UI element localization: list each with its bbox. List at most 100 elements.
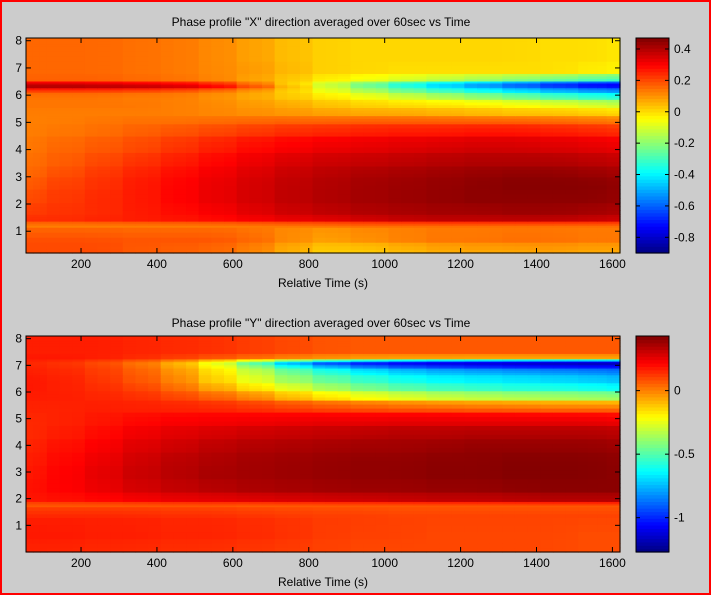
heatmap-cell xyxy=(287,483,301,489)
heatmap-cell xyxy=(160,56,174,62)
heatmap-cell xyxy=(299,46,314,52)
heatmap-cell xyxy=(477,531,491,540)
heatmap-cell xyxy=(299,127,314,133)
heatmap-cell xyxy=(325,169,339,174)
heatmap-cell xyxy=(489,245,503,250)
heatmap-cell xyxy=(84,487,99,493)
heatmap-cell xyxy=(540,487,554,493)
heatmap-cell xyxy=(46,503,61,506)
heatmap-cell xyxy=(439,447,453,453)
heatmap-cell xyxy=(72,227,86,233)
heatmap-cell xyxy=(287,547,301,553)
heatmap-cell xyxy=(489,141,503,148)
heatmap-cell xyxy=(32,94,41,98)
heatmap-cell xyxy=(110,503,124,506)
heatmap-cell xyxy=(597,101,608,106)
heatmap-cell xyxy=(224,123,238,129)
heatmap-cell xyxy=(299,86,314,89)
heatmap-cell xyxy=(59,206,73,211)
x-tick-label: 600 xyxy=(223,257,243,271)
heatmap-cell xyxy=(337,487,352,493)
heatmap-cell xyxy=(274,112,288,117)
heatmap-cell xyxy=(26,169,34,174)
heatmap-cell xyxy=(597,503,608,506)
heatmap-cell xyxy=(611,504,617,508)
heatmap-cell xyxy=(413,84,428,86)
heatmap-cell xyxy=(160,495,174,499)
heatmap-cell xyxy=(350,492,364,496)
heatmap-cell xyxy=(198,131,212,137)
heatmap-cell xyxy=(72,123,86,129)
heatmap-cell xyxy=(186,152,200,158)
heatmap-cell xyxy=(325,501,339,504)
heatmap-cell xyxy=(249,483,263,489)
heatmap-cell xyxy=(363,89,377,92)
heatmap-cell xyxy=(32,225,41,228)
heatmap-cell xyxy=(26,118,34,122)
heatmap-cell xyxy=(224,223,238,226)
heatmap-cell xyxy=(439,452,453,458)
heatmap-cell xyxy=(350,504,364,508)
heatmap-cell xyxy=(451,180,465,186)
heatmap-cell xyxy=(186,85,200,88)
heatmap-cell xyxy=(540,83,554,85)
heatmap-cell xyxy=(587,69,598,74)
heatmap-cell xyxy=(388,46,402,52)
heatmap-cell xyxy=(451,46,465,52)
heatmap-cell xyxy=(401,216,415,220)
heatmap-cell xyxy=(514,89,529,92)
heatmap-cell xyxy=(32,503,41,506)
heatmap-cell xyxy=(261,510,276,515)
heatmap-cell xyxy=(160,73,174,77)
heatmap-cell xyxy=(502,135,516,143)
heatmap-cell xyxy=(527,65,541,70)
heatmap-cell xyxy=(173,61,187,66)
heatmap-cell xyxy=(72,456,86,462)
heatmap-cell xyxy=(261,531,276,540)
colorbar-segment xyxy=(636,58,669,63)
heatmap-cell xyxy=(97,94,111,98)
heatmap-cell xyxy=(72,184,86,190)
heatmap-cell xyxy=(489,498,503,502)
heatmap-cell xyxy=(46,478,61,484)
heatmap-cell xyxy=(39,43,48,47)
heatmap-cell xyxy=(173,232,187,238)
heatmap-cell xyxy=(426,487,440,493)
heatmap-cell xyxy=(597,73,608,77)
heatmap-cell xyxy=(401,123,415,129)
heatmap-cell xyxy=(135,80,149,83)
heatmap-cell xyxy=(173,237,187,243)
heatmap-cell xyxy=(606,513,612,518)
heatmap-cell xyxy=(464,46,478,52)
heatmap-cell xyxy=(464,146,478,153)
heatmap-cell xyxy=(39,469,48,475)
heatmap-cell xyxy=(426,87,440,90)
heatmap-cell xyxy=(350,221,364,224)
heatmap-cell xyxy=(615,531,621,540)
heatmap-cell xyxy=(587,86,598,89)
heatmap-cell xyxy=(611,237,617,243)
heatmap-cell xyxy=(97,495,111,499)
heatmap-cell xyxy=(489,173,503,178)
heatmap-cell xyxy=(274,165,288,171)
heatmap-cell xyxy=(587,141,598,148)
heatmap-cell xyxy=(439,141,453,148)
heatmap-cell xyxy=(274,135,288,143)
heatmap-cell xyxy=(611,242,617,247)
heatmap-cell xyxy=(611,131,617,137)
heatmap-cell xyxy=(502,513,516,518)
heatmap-cell xyxy=(606,146,612,153)
heatmap-cell xyxy=(426,210,440,215)
heatmap-cell xyxy=(597,465,608,471)
heatmap-cell xyxy=(477,127,491,133)
heatmap-cell xyxy=(363,501,377,504)
heatmap-cell xyxy=(46,487,61,493)
heatmap-cell xyxy=(84,65,99,70)
heatmap-cell xyxy=(552,501,567,504)
heatmap-cell xyxy=(211,61,225,66)
heatmap-cell xyxy=(477,51,491,57)
x-tick-label: 1200 xyxy=(447,257,474,271)
heatmap-cell xyxy=(46,513,61,518)
heatmap-cell xyxy=(597,83,608,85)
heatmap-cell xyxy=(287,434,301,440)
